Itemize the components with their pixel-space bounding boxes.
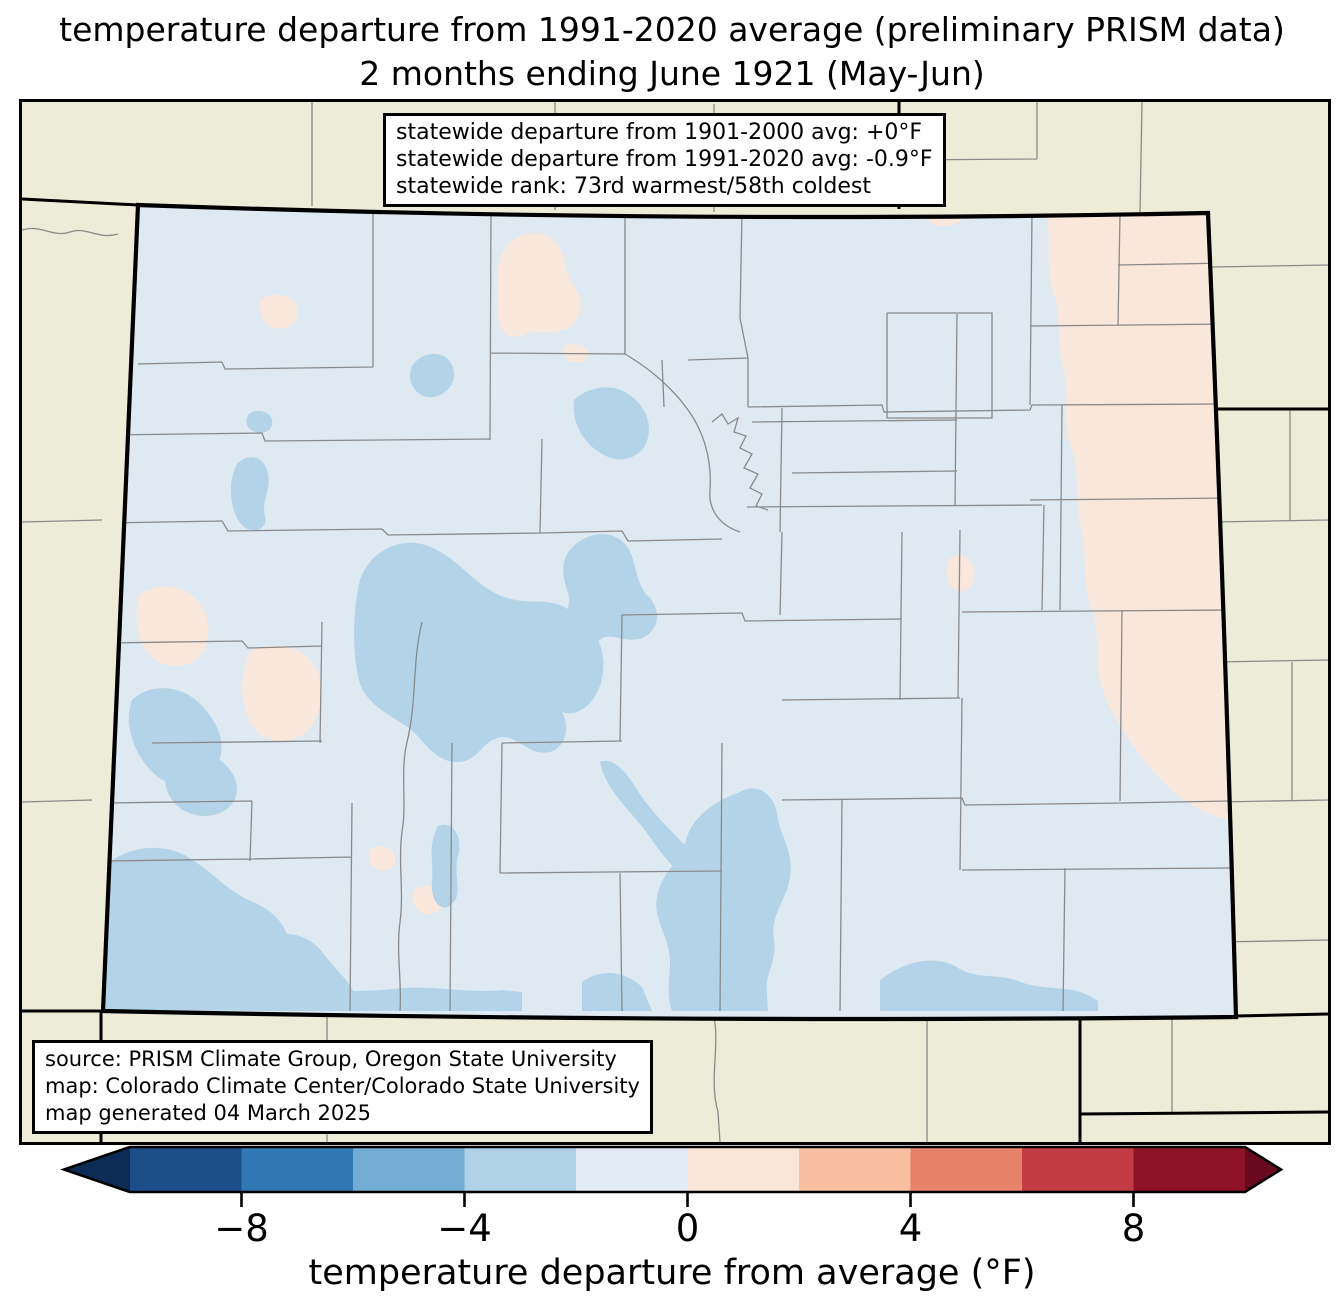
colorado-state-outline (100, 202, 1239, 1022)
colorbar-segment (1022, 1147, 1135, 1192)
colorbar-tick-label: 8 (1122, 1207, 1146, 1247)
source-line-1: source: PRISM Climate Group, Oregon Stat… (45, 1047, 617, 1071)
colorbar-segment (1133, 1147, 1246, 1192)
cold-patch-san-juan (103, 847, 289, 1011)
warm-patch-eastern-strip (1047, 213, 1229, 820)
county-line (621, 404, 1231, 871)
cold-patch-wet-mountains (656, 788, 791, 1011)
colorbar-segment (799, 1147, 912, 1192)
cold-patch (164, 751, 237, 817)
colorbar-tick-label: 0 (676, 1207, 700, 1247)
colorbar-tick-label: −8 (214, 1207, 269, 1247)
stats-line-3: statewide rank: 73rd warmest/58th coldes… (396, 174, 871, 199)
warm-patch (136, 586, 209, 666)
stats-line-1: statewide departure from 1901-2000 avg: … (396, 120, 923, 145)
colorado-map (22, 102, 1328, 1142)
cold-patch (409, 353, 455, 398)
county-line (22, 519, 103, 803)
colorbar-axis-label: temperature departure from average (°F) (308, 1253, 1036, 1293)
colorbar-tick-label: −4 (437, 1207, 492, 1247)
colorbar-over-arrow (1245, 1147, 1281, 1192)
county-line (711, 313, 1045, 611)
colorbar-segment (353, 1147, 466, 1192)
cold-patch-southeast (880, 960, 1098, 1011)
cold-patch-sawatch (561, 534, 657, 654)
colorbar-tick-label: 4 (899, 1207, 923, 1247)
cold-patch (230, 457, 269, 531)
cold-patch (431, 824, 460, 908)
source-line-2: map: Colorado Climate Center/Colorado St… (45, 1074, 640, 1098)
map-frame: statewide departure from 1901-2000 avg: … (19, 99, 1331, 1145)
colorbar-under-arrow (64, 1147, 130, 1192)
county-line (105, 359, 783, 542)
statewide-stats-box: statewide departure from 1901-2000 avg: … (383, 113, 946, 207)
colorbar-segment (687, 1147, 800, 1192)
colorbar-outline (59, 1145, 1284, 1194)
cold-patch-central-mountains (354, 542, 604, 763)
title-line-1: temperature departure from 1991-2020 ave… (59, 10, 1285, 49)
cold-anomaly-patches (103, 353, 1098, 1011)
figure-title: temperature departure from 1991-2020 ave… (0, 8, 1344, 96)
colorbar-segment (464, 1147, 577, 1192)
colorbar-segment (241, 1147, 354, 1192)
stats-line-2: statewide departure from 1991-2020 avg: … (396, 147, 933, 172)
cold-patch (246, 410, 273, 433)
cold-patch-medicine-bow (573, 387, 649, 460)
colorbar-segment (576, 1147, 689, 1192)
county-line (397, 614, 723, 1012)
county-line (781, 797, 1231, 1012)
cold-patch (582, 972, 652, 1011)
colorado-near-normal-area (103, 205, 1236, 1019)
colorbar-segment (910, 1147, 1023, 1192)
cold-patch (272, 987, 522, 1011)
colorado-county-lines (105, 209, 1231, 1012)
colorbar: −8 −4 0 4 8 temperature departure from avera… (0, 1143, 1344, 1295)
source-credit-box: source: PRISM Climate Group, Oregon Stat… (32, 1040, 653, 1134)
county-line (105, 621, 453, 1012)
title-line-2: 2 months ending June 1921 (May-Jun) (359, 54, 985, 93)
warm-anomaly-patches (136, 213, 1229, 915)
colorbar-svg: −8 −4 0 4 8 (59, 1145, 1284, 1250)
warm-patch-north-park (497, 233, 581, 337)
warm-patch (259, 294, 299, 329)
county-line (105, 209, 749, 442)
source-line-3: map generated 04 March 2025 (45, 1101, 372, 1125)
warm-patch (946, 555, 975, 592)
county-line (22, 227, 119, 237)
colorbar-segment (130, 1147, 243, 1192)
county-line (1211, 264, 1328, 943)
warm-patch (242, 645, 322, 741)
warm-patch (368, 846, 396, 871)
county-line (747, 213, 1231, 501)
